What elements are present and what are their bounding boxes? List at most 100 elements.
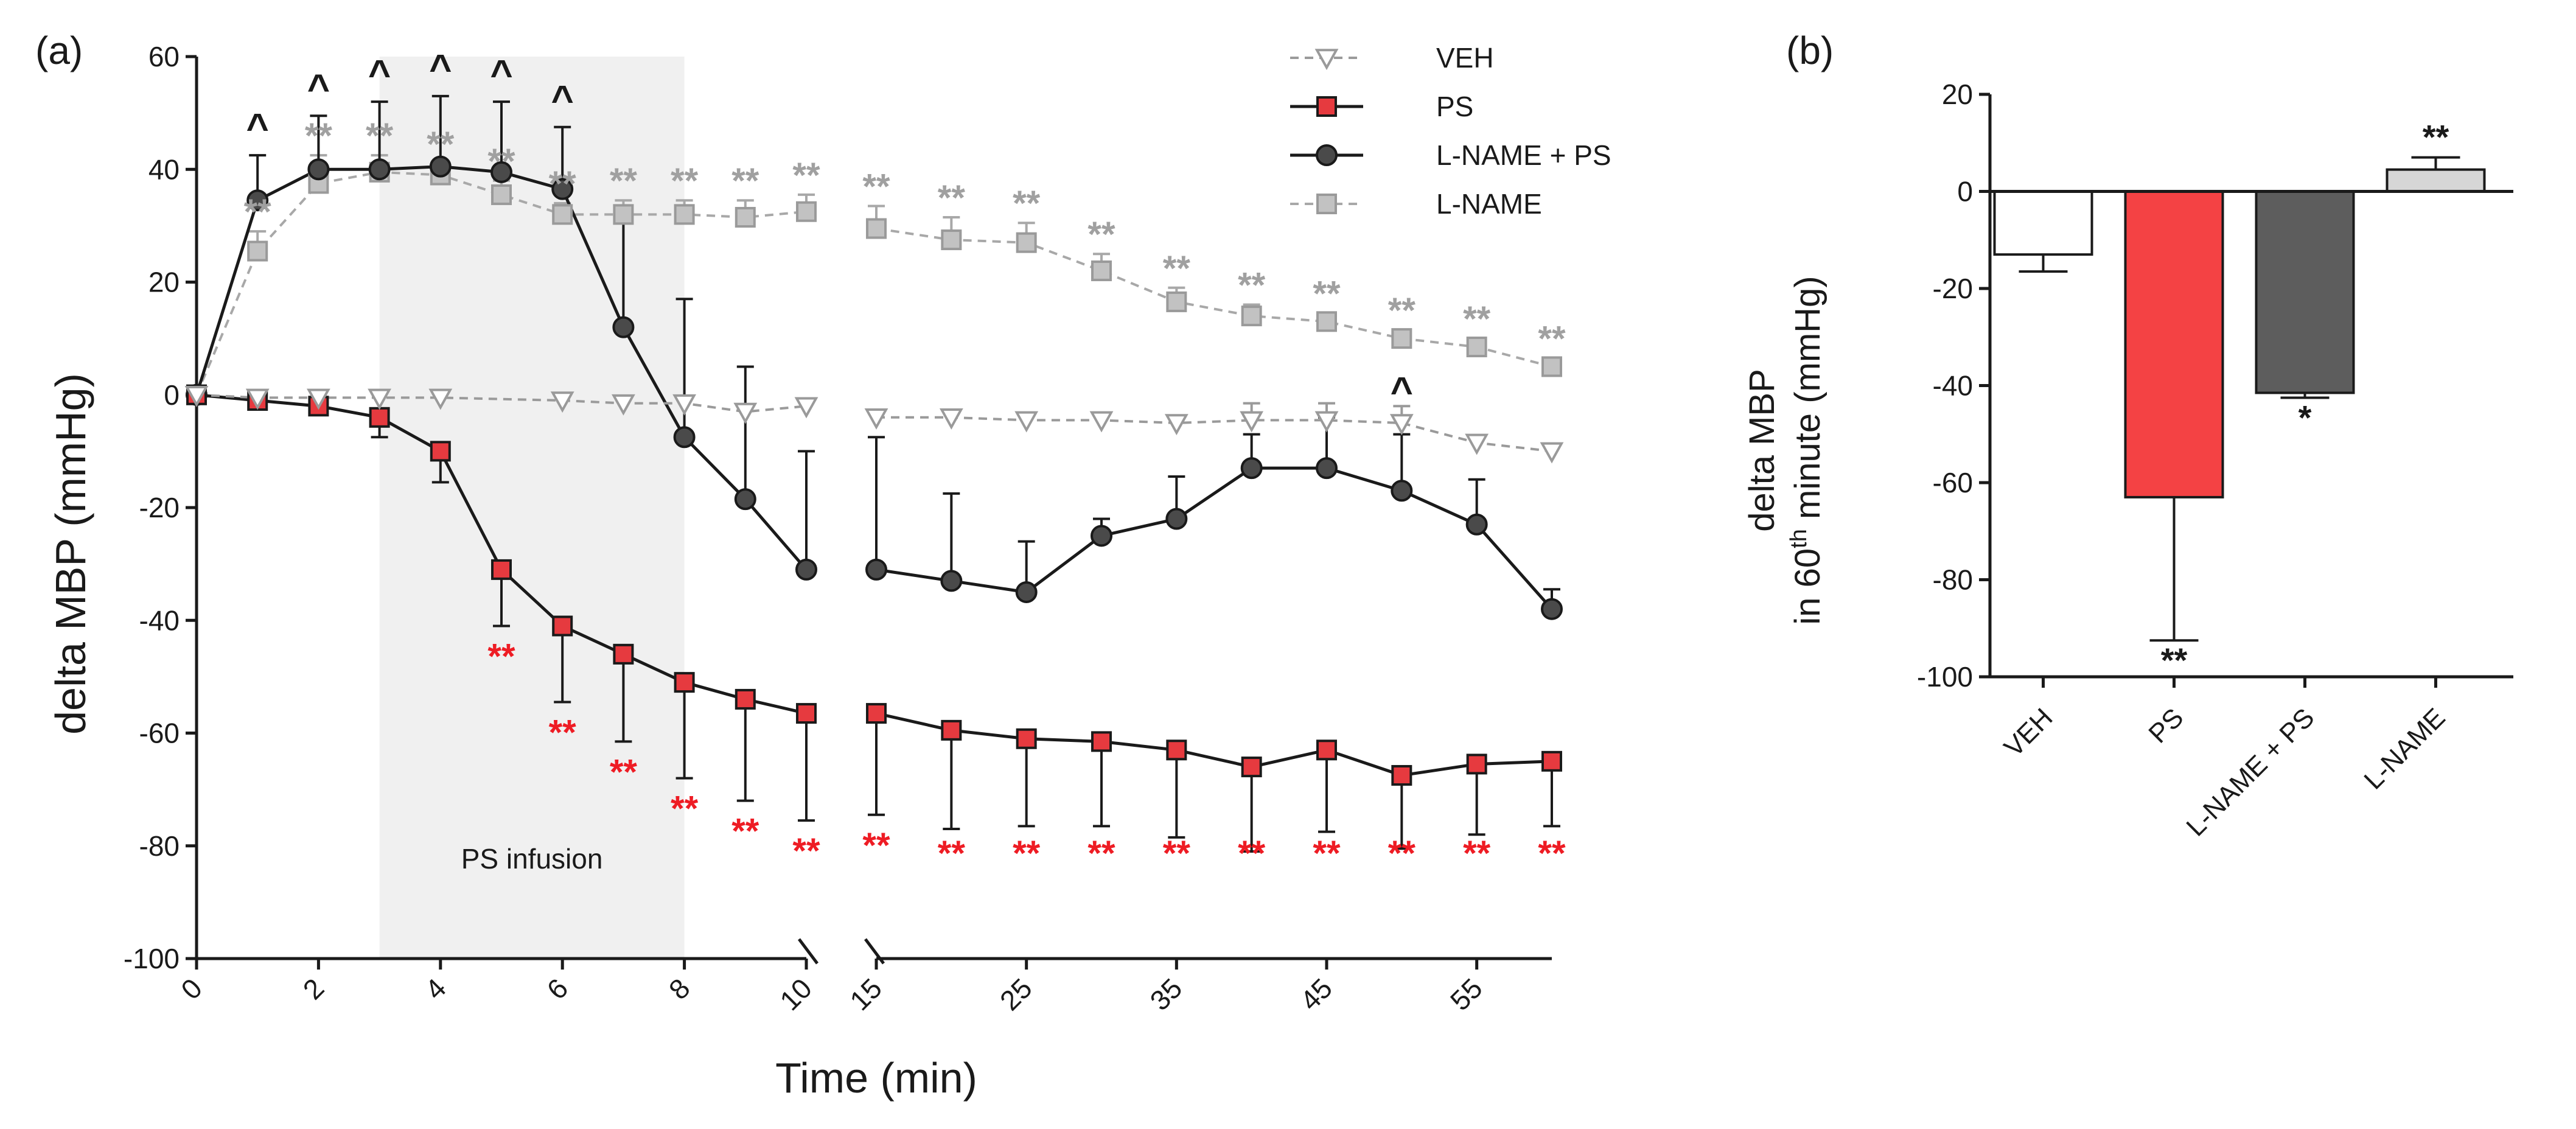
marker-ps	[866, 703, 887, 724]
marker-veh	[1540, 442, 1564, 464]
marker-veh	[733, 402, 758, 424]
x-tick-label-a: 0	[175, 972, 208, 1005]
series-line-l-name-seg2	[876, 227, 1552, 368]
legend-label: L-NAME	[1436, 188, 1542, 220]
marker-l-name	[1091, 260, 1112, 281]
significance-mark-a: **	[862, 826, 890, 865]
x-tick-label-a: 10	[773, 972, 818, 1016]
marker-l-name-ps	[1240, 457, 1263, 480]
marker-veh	[1314, 49, 1339, 71]
category-label-b: L-NAME	[2358, 702, 2451, 795]
marker-veh	[1164, 414, 1189, 436]
significance-mark-a: **	[1163, 249, 1191, 288]
significance-mark-a: ^	[1391, 369, 1413, 413]
marker-ps	[1241, 757, 1262, 778]
marker-ps	[941, 719, 962, 741]
y-tick-label-b: -20	[1933, 273, 1973, 304]
bar-veh	[1993, 190, 2093, 256]
axes-a	[195, 57, 1552, 965]
marker-l-name	[866, 218, 887, 239]
y-axis-label-b-prefix: in 60	[1788, 548, 1827, 625]
marker-l-name-ps	[551, 178, 574, 200]
significance-mark-a: **	[862, 167, 890, 206]
marker-ps	[1391, 764, 1412, 786]
panel-a: (a) PS infusion -100-80-60-40-200204060 …	[35, 29, 1611, 1102]
axis-break-mark-right	[864, 938, 885, 965]
significance-mark-a: **	[1313, 274, 1341, 313]
legend-label: VEH	[1436, 42, 1494, 74]
significance-mark-a: ^	[551, 77, 574, 121]
x-tick-label-a: 4	[419, 972, 452, 1005]
marker-ps	[1541, 750, 1562, 772]
marker-l-name-ps	[1015, 581, 1038, 603]
marker-l-name-ps	[865, 558, 887, 581]
significance-marks-a: ** ** ** ** ** ** ** ** ** ** ** ** ** ** ** ** ** ** ** **…	[244, 46, 1566, 873]
significance-mark-a: **	[731, 161, 759, 201]
marker-l-name	[674, 204, 695, 225]
bar-l-name-ps	[2255, 190, 2355, 394]
marker-l-name-ps	[673, 426, 696, 449]
marker-l-name	[613, 204, 634, 225]
y-tick-label-a: -100	[124, 943, 180, 974]
marker-veh	[1465, 433, 1489, 455]
marker-veh	[939, 408, 963, 430]
marker-l-name-ps	[940, 570, 963, 592]
x-tick-label-a: 15	[843, 972, 888, 1016]
marker-l-name-ps	[1316, 144, 1338, 166]
ps-infusion-label: PS infusion	[461, 843, 603, 875]
significance-mark-a: **	[1238, 834, 1266, 873]
significance-mark-a: ^	[429, 46, 452, 90]
series-line-veh-seg1	[196, 393, 807, 413]
panel-a-label: (a)	[35, 29, 83, 72]
marker-l-name-ps	[612, 316, 635, 338]
marker-l-name-ps	[1541, 598, 1563, 620]
marker-veh	[307, 388, 330, 410]
marker-l-name	[552, 204, 573, 225]
significance-mark-a: **	[792, 156, 820, 195]
marker-l-name-ps	[795, 558, 817, 581]
significance-mark-a: **	[487, 142, 515, 181]
marker-veh	[1389, 414, 1414, 436]
y-tick-label-a: -60	[139, 718, 180, 749]
significance-mark-a: **	[1313, 834, 1341, 873]
marker-l-name-ps	[734, 488, 756, 511]
significance-mark-a: **	[1463, 834, 1491, 873]
marker-veh	[428, 388, 453, 410]
bar-l-name	[2386, 168, 2486, 193]
significance-mark-a: **	[610, 161, 638, 201]
marker-ps	[1016, 728, 1037, 749]
x-tick-label-a: 2	[297, 972, 330, 1005]
significance-mark-a: **	[1538, 320, 1566, 359]
y-axis-ticks-a: -100 -80 -60 -40 -20 0 20 40 60	[124, 41, 197, 974]
marker-ps	[552, 615, 573, 637]
marker-l-name-ps	[429, 155, 452, 178]
y-tick-label-a: 40	[148, 153, 180, 185]
series-line-ps-seg2	[876, 711, 1552, 777]
series-markers-a	[184, 155, 1564, 786]
y-axis-label-a: delta MBP (mmHg)	[47, 373, 94, 735]
significance-mark-a: **	[938, 178, 966, 218]
marker-l-name	[1241, 306, 1262, 327]
significance-mark-b: *	[2299, 398, 2312, 436]
x-category-labels-b: VEH PSL-NAME + PS L-NAME	[1998, 677, 2451, 842]
marker-ps	[674, 672, 695, 693]
marker-l-name-ps	[490, 161, 512, 183]
marker-ps	[1466, 753, 1487, 775]
marker-ps	[613, 643, 634, 665]
y-axis-label-b-sup: th	[1786, 529, 1812, 548]
marker-ps	[735, 688, 756, 710]
significance-mark-a: **	[671, 789, 699, 829]
significance-mark-a: **	[1238, 266, 1266, 306]
marker-veh	[1314, 411, 1339, 433]
y-tick-label-a: -40	[139, 604, 180, 636]
significance-mark-a: **	[549, 164, 577, 204]
marker-l-name	[735, 206, 756, 228]
significance-mark-a: **	[671, 161, 699, 201]
category-label-b: PS	[2143, 702, 2189, 749]
marker-veh	[1089, 411, 1114, 433]
significance-mark-a: ^	[490, 52, 512, 96]
x-tick-label-a: 6	[540, 972, 574, 1005]
y-tick-label-a: -80	[139, 830, 180, 862]
y-axis-label-b-line1: delta MBP	[1742, 369, 1782, 532]
marker-l-name-ps	[1465, 513, 1488, 536]
